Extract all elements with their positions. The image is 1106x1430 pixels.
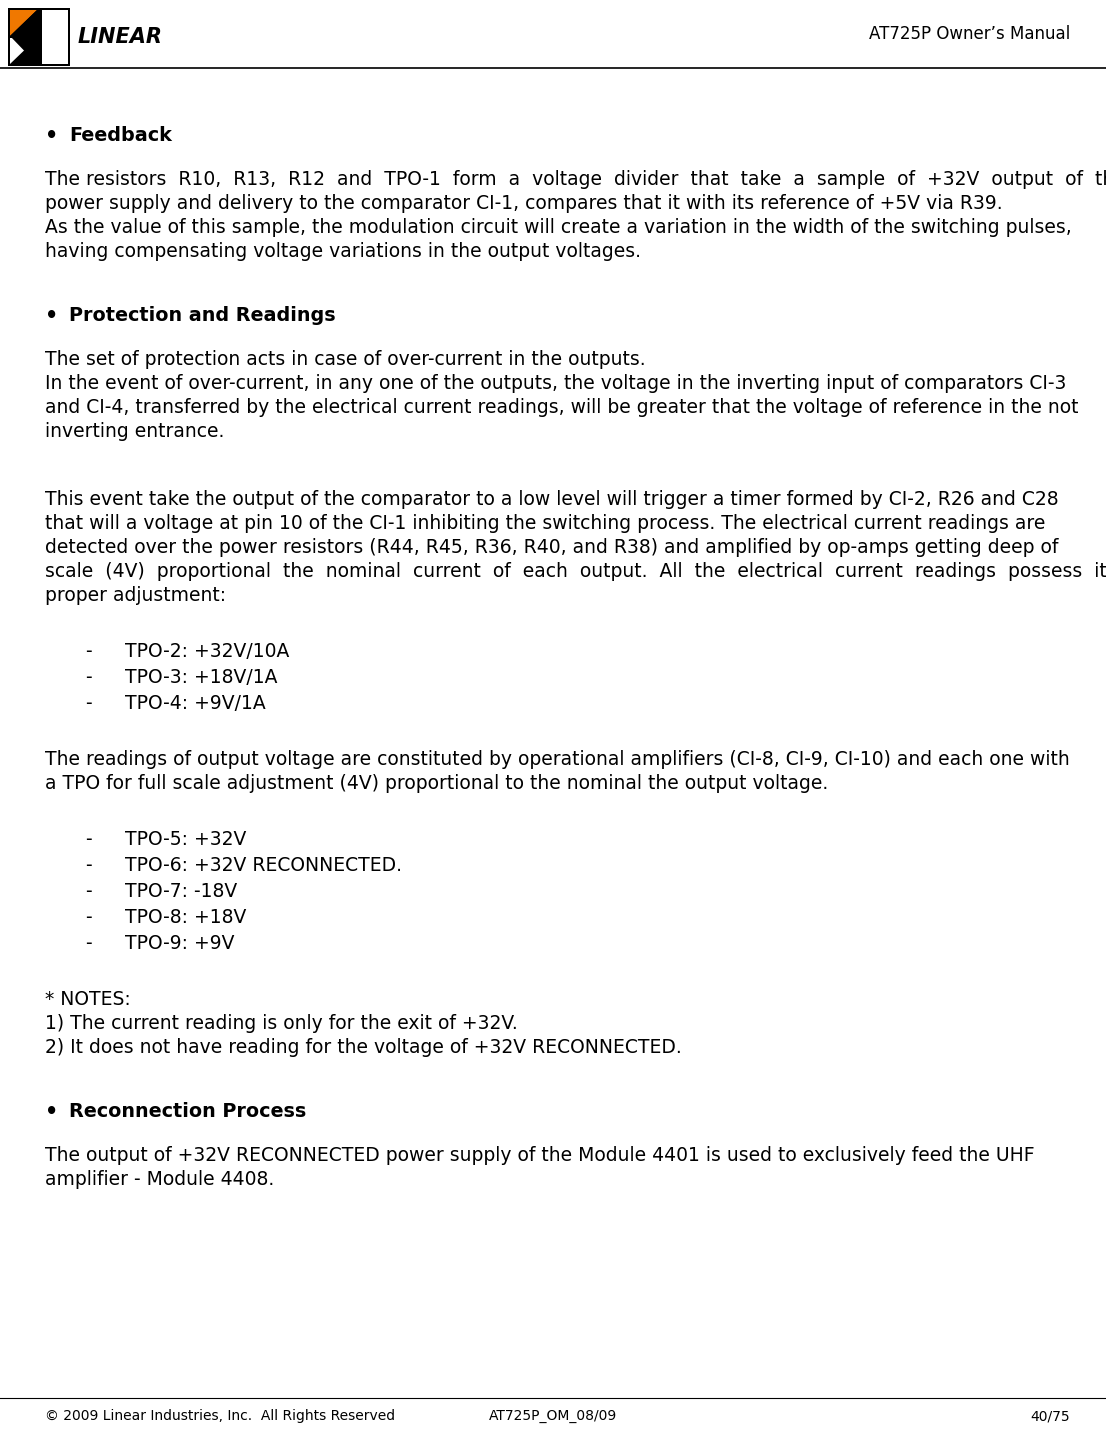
Text: •: •	[45, 126, 59, 146]
Text: Reconnection Process: Reconnection Process	[69, 1103, 306, 1121]
Text: -: -	[85, 668, 92, 686]
Text: -: -	[85, 857, 92, 875]
Text: The resistors  R10,  R13,  R12  and  TPO-1  form  a  voltage  divider  that  tak: The resistors R10, R13, R12 and TPO-1 fo…	[45, 170, 1106, 189]
Text: -: -	[85, 642, 92, 661]
Text: This event take the output of the comparator to a low level will trigger a timer: This event take the output of the compar…	[45, 490, 1058, 509]
Text: having compensating voltage variations in the output voltages.: having compensating voltage variations i…	[45, 242, 641, 262]
Text: TPO-3: +18V/1A: TPO-3: +18V/1A	[125, 668, 278, 686]
Text: © 2009 Linear Industries, Inc.  All Rights Reserved: © 2009 Linear Industries, Inc. All Right…	[45, 1409, 395, 1423]
Text: TPO-6: +32V RECONNECTED.: TPO-6: +32V RECONNECTED.	[125, 857, 401, 875]
Text: AT725P_OM_08/09: AT725P_OM_08/09	[489, 1409, 617, 1423]
Text: that will a voltage at pin 10 of the CI-1 inhibiting the switching process. The : that will a voltage at pin 10 of the CI-…	[45, 513, 1045, 533]
Text: * NOTES:: * NOTES:	[45, 990, 131, 1010]
Text: The readings of output voltage are constituted by operational amplifiers (CI-8, : The readings of output voltage are const…	[45, 749, 1070, 769]
Text: As the value of this sample, the modulation circuit will create a variation in t: As the value of this sample, the modulat…	[45, 217, 1072, 237]
Text: power supply and delivery to the comparator CI-1, compares that it with its refe: power supply and delivery to the compara…	[45, 194, 1003, 213]
Text: AT725P Owner’s Manual: AT725P Owner’s Manual	[868, 24, 1070, 43]
Text: Protection and Readings: Protection and Readings	[69, 306, 335, 325]
Text: -: -	[85, 908, 92, 927]
Text: •: •	[45, 306, 59, 326]
Polygon shape	[10, 10, 36, 64]
Polygon shape	[8, 9, 70, 66]
Text: TPO-7: -18V: TPO-7: -18V	[125, 882, 238, 901]
Text: LINEAR: LINEAR	[79, 27, 163, 47]
Text: -: -	[85, 694, 92, 714]
Text: TPO-5: +32V: TPO-5: +32V	[125, 829, 247, 849]
Text: In the event of over-current, in any one of the outputs, the voltage in the inve: In the event of over-current, in any one…	[45, 375, 1066, 393]
Polygon shape	[10, 39, 36, 64]
Text: -: -	[85, 934, 92, 952]
Text: •: •	[45, 1103, 59, 1123]
Text: TPO-2: +32V/10A: TPO-2: +32V/10A	[125, 642, 290, 661]
Text: -: -	[85, 829, 92, 849]
Text: The output of +32V RECONNECTED power supply of the Module 4401 is used to exclus: The output of +32V RECONNECTED power sup…	[45, 1145, 1034, 1165]
Text: inverting entrance.: inverting entrance.	[45, 422, 225, 440]
Text: proper adjustment:: proper adjustment:	[45, 586, 226, 605]
Text: a TPO for full scale adjustment (4V) proportional to the nominal the output volt: a TPO for full scale adjustment (4V) pro…	[45, 774, 828, 794]
Text: Feedback: Feedback	[69, 126, 171, 144]
Text: TPO-9: +9V: TPO-9: +9V	[125, 934, 234, 952]
Text: 40/75: 40/75	[1031, 1409, 1070, 1423]
Polygon shape	[42, 10, 67, 64]
Text: -: -	[85, 882, 92, 901]
Text: The set of protection acts in case of over-current in the outputs.: The set of protection acts in case of ov…	[45, 350, 646, 369]
Text: amplifier - Module 4408.: amplifier - Module 4408.	[45, 1170, 274, 1188]
Text: TPO-8: +18V: TPO-8: +18V	[125, 908, 247, 927]
Text: TPO-4: +9V/1A: TPO-4: +9V/1A	[125, 694, 265, 714]
Text: 2) It does not have reading for the voltage of +32V RECONNECTED.: 2) It does not have reading for the volt…	[45, 1038, 681, 1057]
Text: 1) The current reading is only for the exit of +32V.: 1) The current reading is only for the e…	[45, 1014, 518, 1032]
Polygon shape	[10, 10, 36, 36]
Text: scale  (4V)  proportional  the  nominal  current  of  each  output.  All  the  e: scale (4V) proportional the nominal curr…	[45, 562, 1106, 581]
Text: and CI-4, transferred by the electrical current readings, will be greater that t: and CI-4, transferred by the electrical …	[45, 398, 1078, 418]
Text: detected over the power resistors (R44, R45, R36, R40, and R38) and amplified by: detected over the power resistors (R44, …	[45, 538, 1058, 558]
